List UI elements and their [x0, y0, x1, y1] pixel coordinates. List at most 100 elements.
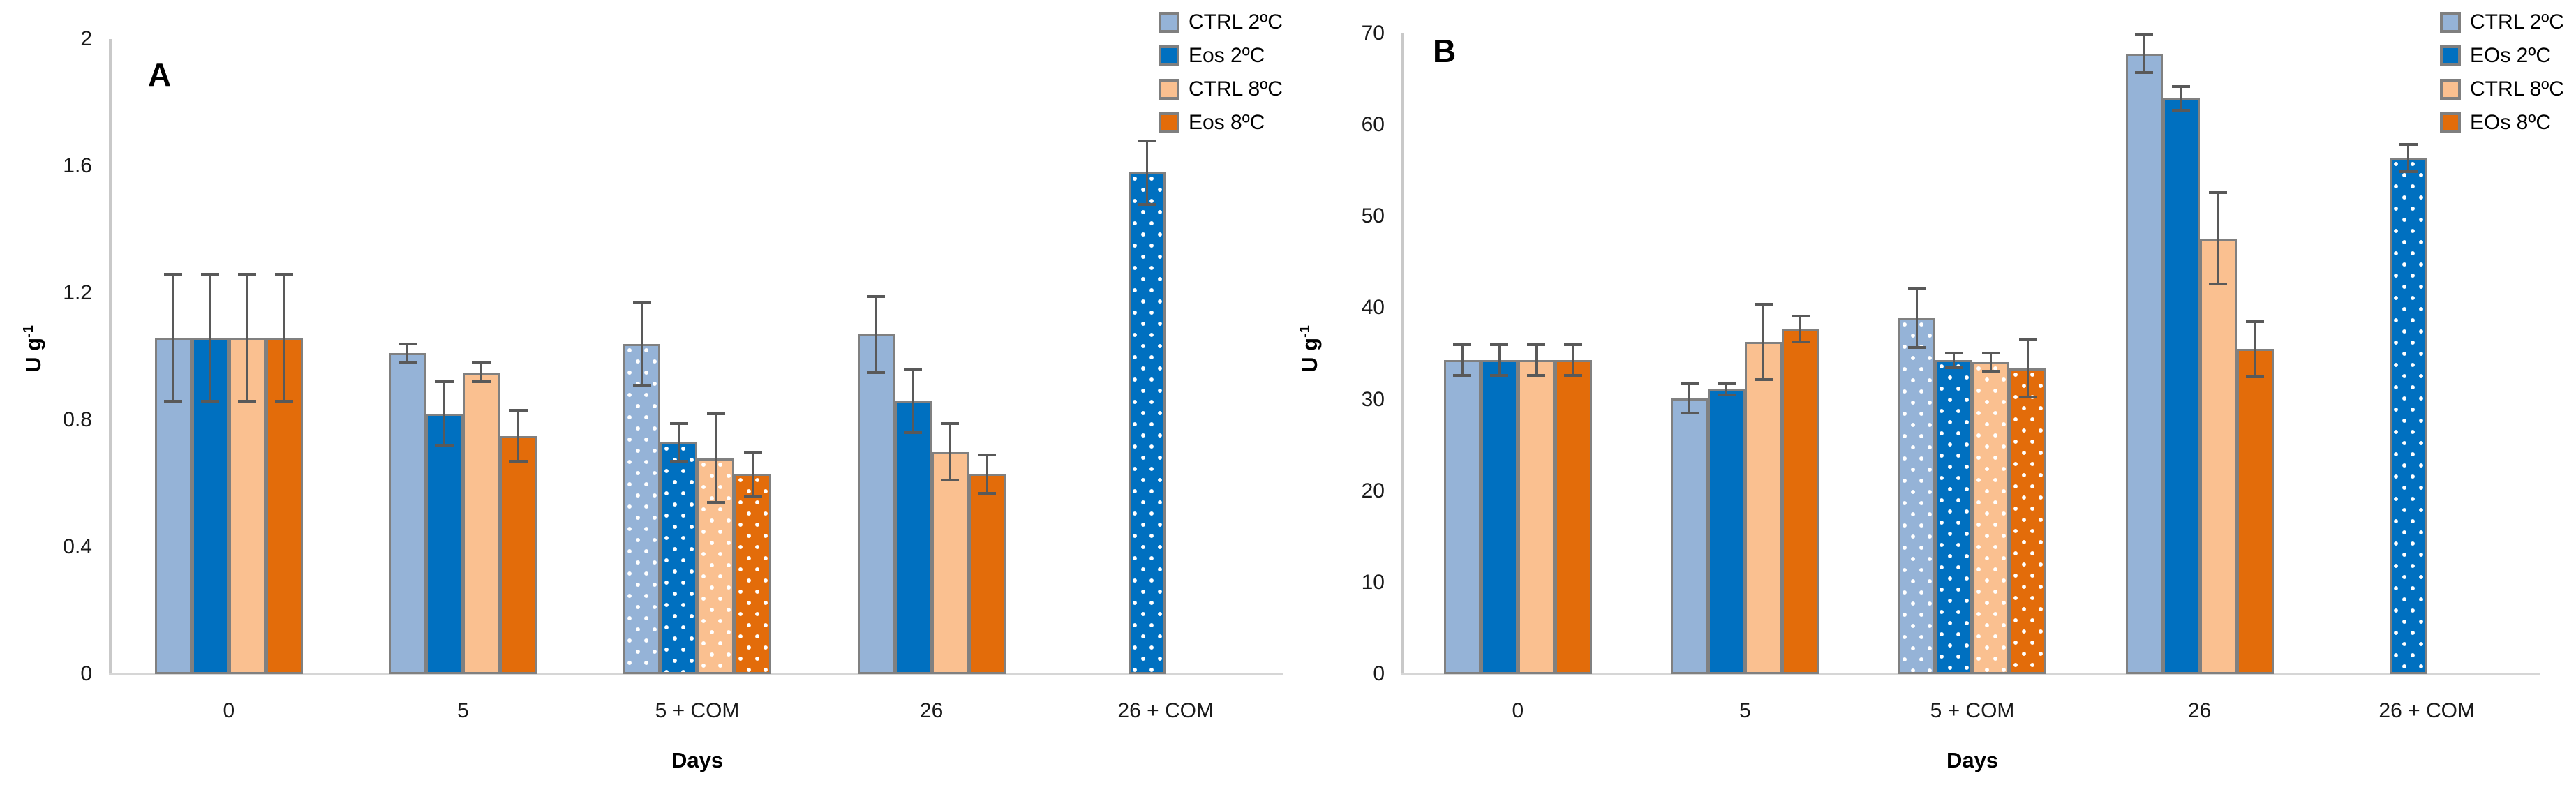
error-bar-stem-b-cat1-series1	[1725, 384, 1728, 395]
bar-a-cat2-series1	[660, 442, 697, 674]
error-bar-cap-bottom-b-cat1-series1	[1717, 394, 1736, 396]
error-bar-cap-bottom-b-cat1-series3	[1791, 340, 1810, 343]
bar-a-cat1-series2	[463, 372, 500, 674]
error-bar-cap-bottom-b-cat2-series1	[1944, 366, 1963, 369]
error-bar-cap-top-a-cat2-series2	[706, 412, 725, 415]
legend-item-a-series1: Eos 2ºC	[1159, 39, 1283, 73]
legend-item-b-series3: EOs 8ºC	[2440, 106, 2564, 140]
legend-swatch-b-series1	[2440, 45, 2461, 66]
legend-item-a-series2: CTRL 8ºC	[1159, 73, 1283, 106]
error-bar-cap-top-a-cat4-series1	[1138, 139, 1156, 142]
error-bar-cap-bottom-b-cat4-series1	[2399, 170, 2418, 174]
bar-a-cat3-series3	[968, 474, 1006, 674]
y-axis-title-base-b: U g	[1297, 337, 1323, 373]
legend-label-a-series0: CTRL 2ºC	[1189, 10, 1283, 33]
error-bar-stem-b-cat3-series1	[2180, 87, 2182, 111]
error-bar-cap-bottom-b-cat1-series0	[1680, 412, 1699, 415]
error-bar-stem-a-cat4-series1	[1146, 140, 1149, 204]
x-tick-label-b-cat2: 5 + COM	[1930, 699, 2015, 722]
error-bar-stem-b-cat3-series3	[2254, 322, 2256, 377]
error-bar-cap-top-a-cat0-series0	[164, 272, 183, 276]
bar-a-cat2-series0	[623, 343, 660, 674]
error-bar-stem-b-cat2-series3	[2027, 340, 2029, 397]
error-bar-stem-a-cat1-series3	[517, 410, 520, 462]
y-tick-label-a: 0.8	[63, 408, 92, 431]
error-bar-stem-b-cat4-series1	[2407, 144, 2410, 172]
y-tick-label-a: 0	[80, 662, 92, 685]
bar-a-cat2-series3	[734, 474, 771, 674]
legend-swatch-a-series1	[1159, 45, 1179, 66]
x-axis-title-b: Days	[1946, 748, 1999, 772]
legend-swatch-b-series0	[2440, 12, 2461, 33]
error-bar-cap-bottom-b-cat0-series0	[1453, 374, 1472, 377]
error-bar-cap-bottom-b-cat0-series1	[1490, 374, 1509, 377]
legend-swatch-b-series2	[2440, 79, 2461, 100]
bar-b-cat3-series2	[2199, 238, 2237, 674]
panel-label-a: A	[148, 57, 172, 93]
bar-b-cat0-series3	[1554, 360, 1592, 674]
x-tick-label-a-cat1: 5	[457, 699, 469, 722]
error-bar-cap-top-a-cat1-series2	[472, 361, 491, 365]
bar-b-cat0-series1	[1480, 360, 1518, 674]
error-bar-cap-bottom-a-cat1-series1	[435, 444, 454, 447]
bar-b-cat2-series0	[1898, 317, 1935, 674]
error-bar-stem-a-cat0-series2	[246, 274, 248, 401]
y-tick-label-b: 40	[1361, 296, 1385, 320]
error-bar-cap-top-b-cat3-series2	[2209, 191, 2228, 195]
error-bar-cap-bottom-a-cat4-series1	[1138, 202, 1156, 206]
legend-label-b-series2: CTRL 8ºC	[2470, 77, 2564, 100]
y-tick-label-a: 0.4	[63, 535, 92, 558]
error-bar-stem-a-cat2-series1	[678, 423, 680, 462]
error-bar-cap-bottom-b-cat3-series2	[2209, 283, 2228, 286]
y-tick-label-b: 50	[1361, 204, 1385, 228]
legend-item-b-series1: EOs 2ºC	[2440, 39, 2564, 73]
error-bar-cap-bottom-a-cat2-series3	[743, 495, 762, 498]
bar-b-cat2-series3	[2009, 368, 2046, 674]
y-axis-line-a	[109, 39, 112, 675]
error-bar-cap-bottom-a-cat1-series3	[509, 460, 528, 463]
error-bar-stem-b-cat0-series3	[1572, 344, 1574, 376]
error-bar-cap-bottom-b-cat1-series2	[1754, 377, 1773, 381]
legend-item-b-series2: CTRL 8ºC	[2440, 73, 2564, 106]
error-bar-cap-bottom-a-cat1-series2	[472, 380, 491, 384]
x-tick-label-b-cat0: 0	[1512, 699, 1524, 722]
error-bar-cap-top-a-cat3-series3	[978, 454, 997, 457]
bar-b-cat3-series0	[2125, 53, 2163, 674]
panel-label-b: B	[1433, 33, 1457, 69]
error-bar-cap-bottom-a-cat1-series0	[398, 361, 417, 365]
y-axis-title-a: U g-1	[21, 325, 46, 373]
x-tick-label-a-cat2: 5 + COM	[655, 699, 740, 722]
error-bar-stem-a-cat1-series2	[480, 363, 483, 382]
error-bar-cap-top-b-cat1-series0	[1680, 382, 1699, 386]
error-bar-stem-a-cat2-series3	[752, 451, 754, 497]
error-bar-stem-a-cat3-series0	[874, 296, 877, 373]
y-axis-title-base-a: U g	[21, 337, 46, 373]
error-bar-cap-top-a-cat3-series1	[904, 368, 923, 371]
bar-b-cat0-series0	[1443, 360, 1481, 674]
error-bar-stem-a-cat3-series3	[985, 455, 988, 493]
error-bar-cap-top-b-cat3-series1	[2172, 85, 2191, 89]
error-bar-cap-top-a-cat1-series1	[435, 380, 454, 384]
error-bar-cap-bottom-b-cat3-series0	[2135, 71, 2154, 75]
y-tick-label-b: 60	[1361, 113, 1385, 137]
legend-label-a-series3: Eos 8ºC	[1189, 111, 1265, 134]
error-bar-cap-top-a-cat3-series2	[941, 421, 960, 425]
y-tick-label-a: 1.6	[63, 154, 92, 177]
bar-b-cat1-series2	[1745, 341, 1782, 674]
error-bar-stem-a-cat3-series1	[911, 369, 914, 433]
error-bar-cap-bottom-b-cat2-series2	[1981, 369, 2000, 373]
error-bar-cap-bottom-a-cat0-series3	[275, 399, 294, 403]
legend-swatch-b-series3	[2440, 112, 2461, 133]
error-bar-stem-a-cat0-series3	[283, 274, 285, 401]
error-bar-cap-top-b-cat2-series2	[1981, 351, 2000, 354]
legend-swatch-a-series3	[1159, 112, 1179, 133]
error-bar-cap-bottom-b-cat0-series2	[1527, 374, 1546, 377]
bar-a-cat4-series1	[1129, 172, 1166, 674]
error-bar-cap-top-b-cat0-series2	[1527, 343, 1546, 346]
bar-a-cat3-series2	[931, 451, 969, 674]
error-bar-stem-a-cat3-series2	[948, 423, 951, 481]
error-bar-cap-top-b-cat2-series3	[2018, 338, 2037, 342]
legend-b: CTRL 2ºC EOs 2ºC CTRL 8ºC EOs 8ºC	[2440, 6, 2564, 140]
error-bar-stem-b-cat1-series3	[1799, 316, 1802, 342]
legend-swatch-a-series0	[1159, 12, 1179, 33]
